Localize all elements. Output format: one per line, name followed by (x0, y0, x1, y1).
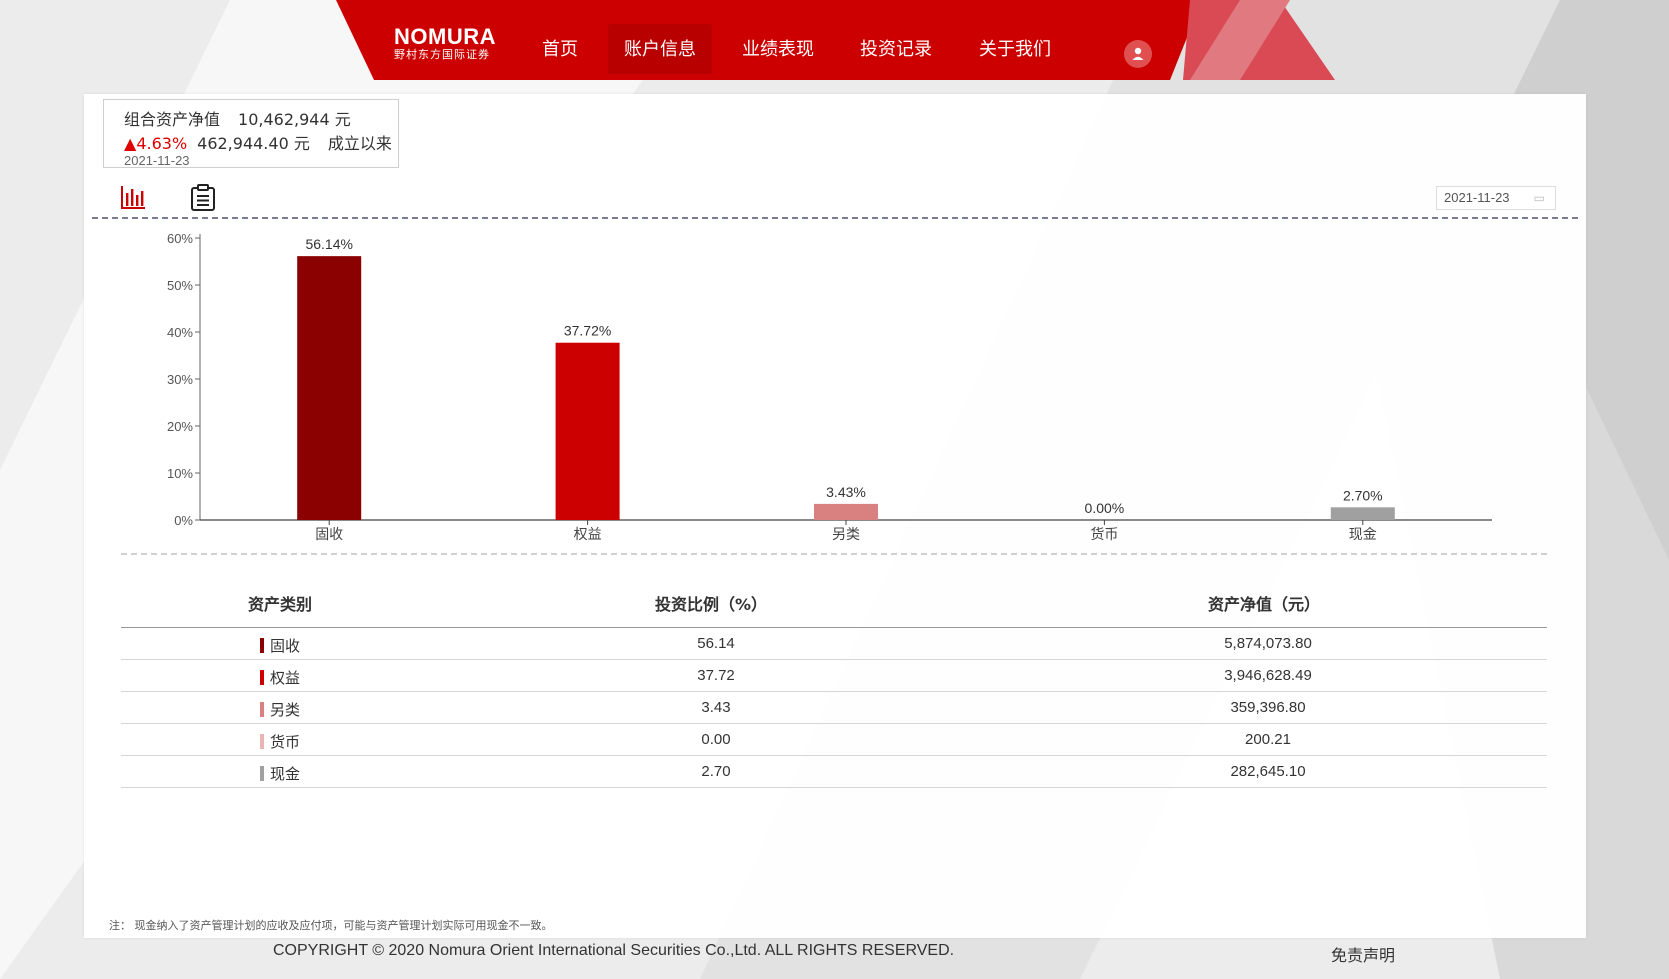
row-category: 权益 (259, 667, 301, 689)
y-tick-label: 40% (167, 325, 193, 340)
x-tick-label: 固收 (315, 527, 343, 543)
header-category: 资产类别 (247, 595, 313, 614)
y-tick-label: 30% (167, 372, 193, 387)
category-swatch (259, 766, 264, 781)
copyright-text: COPYRIGHT © 2020 Nomura Orient Internati… (273, 942, 955, 959)
y-tick-label: 10% (167, 466, 193, 481)
category-label: 另类 (269, 701, 301, 719)
y-tick-label: 20% (167, 419, 193, 434)
y-tick-label: 0% (174, 513, 193, 528)
change-percent: 4.63% (136, 134, 188, 153)
row-category: 另类 (259, 699, 301, 721)
asset-allocation-chart: 0% 10% 20% 30% 40% 50% 60% 56.14% 固收 37.72% 权益 3.43… (167, 231, 1492, 543)
since-inception: 成立以来 (327, 134, 392, 153)
header-ratio: 投资比例（%） (654, 595, 768, 614)
user-icon (1132, 47, 1144, 60)
calendar-icon[interactable]: ▭ (1533, 191, 1545, 205)
category-cell: 现金 (259, 763, 301, 784)
category-label: 现金 (269, 765, 301, 783)
portfolio-summary: 组合资产净值 10,462,944 元 ▲4.63% 462,944.40 元成立以… (103, 99, 399, 168)
row-net-value: 282,645.10 (1230, 763, 1306, 780)
summary-date: 2021-11-23 (124, 153, 190, 168)
nav-about-us[interactable]: 关于我们 (979, 39, 1051, 60)
change-row: ▲4.63% 462,944.40 元成立以来 (124, 130, 392, 154)
category-swatch (259, 638, 264, 653)
category-cell: 货币 (259, 731, 301, 752)
nomura-logo[interactable]: NOMURA 野村东方国际证券 (394, 26, 496, 62)
header-divider (121, 627, 1547, 628)
y-tick-label: 50% (167, 278, 193, 293)
row-ratio: 56.14 (697, 635, 735, 652)
row-net-value: 200.21 (1245, 731, 1291, 748)
nav-home[interactable]: 首页 (542, 39, 578, 60)
net-asset-value: 10,462,944 元 (238, 110, 351, 129)
row-ratio: 2.70 (701, 763, 731, 780)
row-category: 货币 (259, 731, 301, 753)
y-tick-label: 60% (167, 231, 193, 246)
bar-chart-icon[interactable] (120, 184, 146, 210)
row-net-value: 3,946,628.49 (1224, 667, 1312, 684)
x-tick-label: 另类 (832, 527, 860, 543)
bar[interactable] (297, 256, 362, 520)
bar-data-label: 2.70% (1343, 487, 1383, 503)
disclaimer-link[interactable]: 免责声明 (1331, 946, 1396, 965)
x-tick-label: 现金 (1349, 527, 1377, 543)
row-net-value: 5,874,073.80 (1224, 635, 1312, 652)
nav-background (336, 0, 1335, 80)
category-label: 权益 (269, 669, 301, 687)
row-ratio: 0.00 (701, 731, 731, 748)
x-tick-label: 货币 (1090, 526, 1118, 543)
category-label: 货币 (269, 733, 301, 751)
change-arrow: ▲ (124, 134, 137, 153)
bar-data-label: 3.43% (826, 484, 866, 500)
bar[interactable] (555, 342, 620, 520)
table-row: 固收 56.14 5,874,073.80 (121, 628, 1547, 660)
toolbar-divider (92, 217, 1578, 219)
row-net-value: 359,396.80 (1230, 699, 1306, 716)
category-cell: 固收 (259, 635, 301, 656)
category-cell: 另类 (259, 699, 301, 720)
nav-account-info[interactable]: 账户信息 (608, 24, 712, 74)
logo-subtitle: 野村东方国际证券 (394, 48, 490, 61)
user-button[interactable] (1124, 40, 1152, 68)
footnote: 注： 现金纳入了资产管理计划的应收及应付项，可能与资产管理计划实际可用现金不一致… (109, 919, 553, 932)
category-label: 固收 (269, 637, 301, 655)
date-picker[interactable]: 2021-11-23 ▭ (1436, 186, 1556, 210)
bar-data-label: 37.72% (564, 323, 611, 339)
row-category: 固收 (259, 635, 301, 657)
row-ratio: 3.43 (701, 699, 731, 716)
table-row: 现金 2.70 282,645.10 (121, 756, 1547, 788)
change-amount: 462,944.40 元 (197, 134, 310, 153)
bar-data-label: 56.14% (305, 236, 352, 252)
category-swatch (259, 734, 264, 749)
table-row: 另类 3.43 359,396.80 (121, 692, 1547, 724)
logo-text: NOMURA (394, 24, 496, 49)
net-asset-label: 组合资产净值 (124, 110, 221, 129)
category-swatch (259, 702, 264, 717)
nav-investment-records[interactable]: 投资记录 (860, 39, 932, 60)
chart-divider (121, 553, 1547, 555)
row-ratio: 37.72 (697, 667, 735, 684)
table-row: 权益 37.72 3,946,628.49 (121, 660, 1547, 692)
category-swatch (259, 670, 264, 685)
x-tick-label: 权益 (574, 527, 602, 543)
header-net-value: 资产净值（元） (1207, 595, 1321, 614)
row-category: 现金 (259, 763, 301, 785)
clipboard-list-icon[interactable] (190, 184, 216, 212)
table-row: 货币 0.00 200.21 (121, 724, 1547, 756)
bar[interactable] (814, 503, 878, 520)
nav-performance[interactable]: 业绩表现 (742, 39, 814, 60)
date-value: 2021-11-23 (1444, 190, 1510, 205)
category-cell: 权益 (259, 667, 301, 688)
bar[interactable] (1330, 507, 1395, 520)
net-asset-row: 组合资产净值 10,462,944 元 (124, 106, 351, 130)
bar-data-label: 0.00% (1085, 500, 1125, 516)
